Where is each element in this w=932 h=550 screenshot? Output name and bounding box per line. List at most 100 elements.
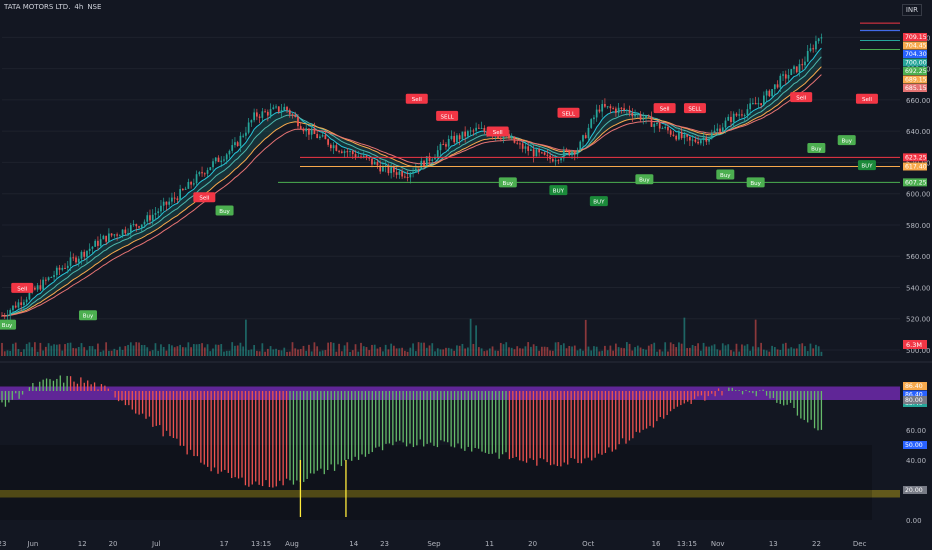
candle-body <box>373 161 376 165</box>
candle-body <box>508 133 510 139</box>
volume-bar <box>110 350 113 356</box>
candle-body <box>762 95 765 106</box>
volume-bar <box>182 347 184 356</box>
candle-body <box>519 143 521 145</box>
candle-body <box>39 285 42 290</box>
osc-tick-label: 40.00 <box>906 457 926 465</box>
volume-bar <box>417 342 420 356</box>
volume-bar <box>88 346 91 356</box>
volume-bar <box>590 350 593 356</box>
signal-buy-badge <box>498 177 517 188</box>
time-tick-label: 20 <box>109 540 118 548</box>
candle-body <box>538 149 541 153</box>
time-tick-label: 23 <box>380 540 389 548</box>
signal-buy-label: BUY <box>593 200 605 206</box>
signal-sell-label: Sell <box>17 286 27 292</box>
currency-badge[interactable]: INR <box>901 4 922 16</box>
signal-sell-badge <box>683 103 706 114</box>
candle-body <box>752 103 754 105</box>
candle-body <box>50 276 53 278</box>
candle-body <box>34 287 36 290</box>
signal-buy-badge <box>78 310 97 321</box>
volume-bar <box>549 350 551 356</box>
candle-body <box>403 176 406 178</box>
volume-bar <box>121 349 124 356</box>
candle-body <box>379 165 382 172</box>
volume-bar <box>480 348 483 356</box>
volume-bar <box>689 347 691 356</box>
candle-body <box>14 305 17 308</box>
candle-body <box>456 135 458 143</box>
candle-body <box>138 226 140 228</box>
volume-bar <box>299 349 302 356</box>
volume-bar <box>83 347 86 356</box>
candle-body <box>472 130 475 132</box>
volume-bar <box>176 346 179 356</box>
candle-body <box>439 144 442 151</box>
volume-bar <box>297 349 299 356</box>
volume-bar <box>28 342 31 356</box>
volume-bar <box>376 348 379 356</box>
volume-bar <box>760 342 762 356</box>
candle-body <box>568 150 571 156</box>
candle-body <box>541 152 543 154</box>
candle-body <box>658 122 661 129</box>
signal-buy-badge <box>857 160 876 171</box>
volume-bar <box>817 346 820 356</box>
volume-bar <box>425 347 428 356</box>
volume-bar <box>286 351 288 356</box>
volume-bar <box>543 346 546 356</box>
volume-bar <box>765 350 768 356</box>
signal-buy-label: BUY <box>861 164 873 170</box>
volume-bar <box>450 348 453 356</box>
ema-mid <box>2 56 822 317</box>
candle-body <box>190 181 192 185</box>
volume-bar <box>754 319 757 356</box>
volume-bar <box>776 349 779 356</box>
candle-body <box>302 129 305 132</box>
candle-body <box>294 114 297 118</box>
volume-bar <box>39 342 42 356</box>
candle-body <box>6 315 9 317</box>
candle-body <box>516 142 519 144</box>
volume-bar <box>187 342 190 356</box>
price-badge <box>903 41 927 50</box>
candle-body <box>75 257 77 263</box>
signal-buy-badge <box>215 205 234 216</box>
candle-body <box>598 109 601 112</box>
volume-bar <box>705 346 708 356</box>
candle-body <box>730 116 732 123</box>
candle-body <box>401 171 403 177</box>
volume-bar <box>694 345 697 356</box>
candle-body <box>741 114 743 116</box>
osc-value-badge <box>903 382 927 390</box>
volume-bar <box>69 342 72 356</box>
volume-bar <box>362 346 365 356</box>
volume-bar <box>192 344 195 356</box>
candle-body <box>434 157 436 160</box>
volume-bar <box>44 346 47 356</box>
volume-bar <box>269 346 272 356</box>
candle-body <box>453 135 456 143</box>
volume-bar <box>568 346 571 356</box>
volume-bar <box>787 348 790 356</box>
volume-bar <box>557 342 560 356</box>
volume-bar <box>12 343 14 356</box>
volume-bar <box>494 350 497 356</box>
candle-body <box>623 108 625 111</box>
volume-bar <box>31 347 34 356</box>
candle-body <box>524 146 527 149</box>
price-tick-label: 660.00 <box>906 97 931 105</box>
candle-body <box>335 145 338 151</box>
volume-bar <box>741 344 743 356</box>
candle-body <box>642 118 645 120</box>
candle-body <box>261 111 264 118</box>
volume-bar <box>255 350 258 356</box>
volume-bar <box>140 344 143 356</box>
volume-bar <box>135 342 138 356</box>
candle-body <box>464 131 467 137</box>
volume-bar <box>546 347 549 356</box>
volume-bar <box>99 351 102 356</box>
volume-bar <box>467 347 469 356</box>
